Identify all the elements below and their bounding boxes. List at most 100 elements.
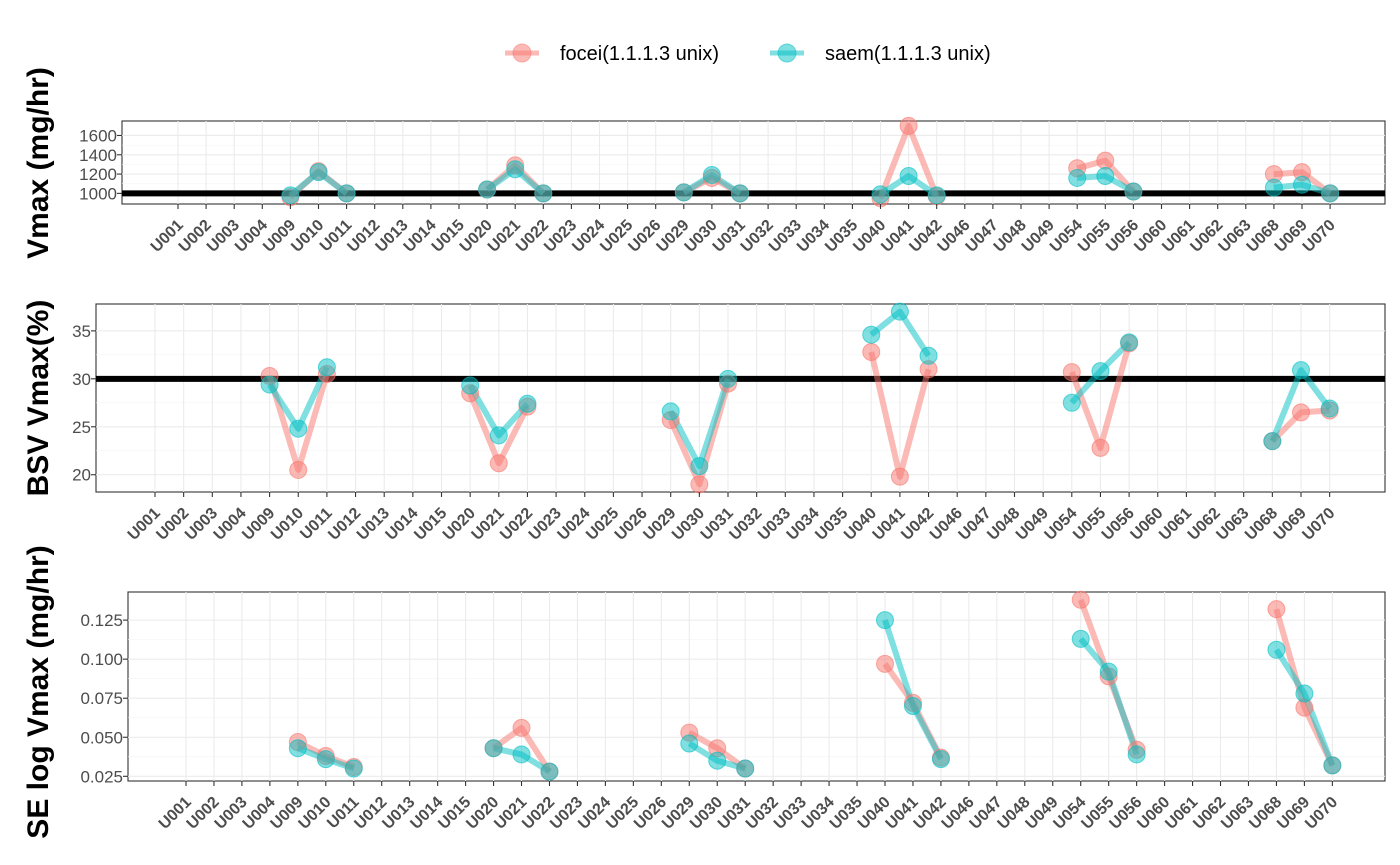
x-tick-label: U026 (612, 505, 651, 544)
data-point-saem (1099, 662, 1118, 681)
data-point-focei (1091, 438, 1110, 457)
data-point-saem (1323, 756, 1342, 775)
data-point-saem (931, 750, 950, 769)
data-point-saem (1124, 182, 1143, 201)
data-point-saem (890, 302, 909, 321)
x-tick-label: U024 (555, 505, 594, 544)
data-point-saem (1068, 168, 1087, 187)
data-point-focei (512, 718, 531, 737)
data-point-saem (919, 346, 938, 365)
chart-panel-2: 20253035U001U002U003U004U009U010U011U012… (22, 300, 1386, 544)
data-point-saem (708, 751, 727, 770)
x-tick-label: U040 (841, 505, 880, 544)
data-point-saem (862, 325, 881, 344)
data-point-saem (1127, 745, 1146, 764)
data-point-saem (731, 184, 749, 203)
data-point-focei (1267, 600, 1286, 619)
data-point-saem (1295, 684, 1314, 703)
x-tick-label: U063 (1213, 505, 1252, 544)
y-tick-label: 0.025 (80, 767, 123, 786)
x-tick-label: U060 (1128, 505, 1167, 544)
x-tick-label: U025 (583, 505, 622, 544)
y-tick-label: 35 (72, 322, 91, 341)
data-point-saem (337, 184, 356, 203)
x-tick-label: U002 (153, 505, 192, 544)
x-tick-label: U061 (1156, 505, 1195, 544)
data-point-saem (1267, 640, 1286, 659)
data-point-saem (344, 759, 363, 778)
data-point-saem (518, 394, 537, 413)
data-point-saem (674, 183, 693, 202)
x-tick-label: U070 (1300, 217, 1339, 256)
x-tick-label: U004 (211, 505, 250, 544)
data-point-saem (899, 167, 918, 186)
data-point-saem (506, 160, 525, 179)
x-tick-label: U020 (440, 505, 479, 544)
y-tick-label: 1600 (79, 126, 117, 145)
data-point-focei (489, 454, 508, 473)
data-point-saem (719, 369, 737, 388)
x-tick-label: U030 (669, 505, 708, 544)
x-tick-label: U062 (1185, 505, 1224, 544)
data-point-saem (461, 376, 480, 395)
x-tick-label: U054 (1042, 505, 1081, 544)
data-point-saem (1071, 629, 1090, 648)
data-point-saem (680, 734, 699, 753)
data-point-saem (903, 697, 922, 716)
data-point-saem (736, 759, 755, 778)
data-point-saem (690, 457, 709, 476)
y-tick-label: 20 (72, 466, 91, 485)
y-tick-label: 0.125 (80, 611, 123, 630)
x-tick-label: U022 (497, 505, 536, 544)
data-point-saem (1263, 432, 1282, 451)
x-tick-label: U010 (288, 217, 327, 256)
x-tick-label: U012 (325, 505, 364, 544)
data-point-saem (289, 419, 308, 438)
data-point-saem (1096, 167, 1115, 186)
y-axis-title: Vmax (mg/hr) (22, 67, 55, 259)
y-tick-label: 25 (72, 418, 91, 437)
legend-label: focei(1.1.1.3 unix) (560, 43, 719, 65)
x-tick-label: U021 (469, 505, 508, 544)
x-tick-label: U032 (726, 505, 765, 544)
x-tick-label: U013 (354, 505, 393, 544)
chart-panel-1: 1000120014001600U001U002U003U004U009U010… (22, 67, 1386, 259)
data-point-saem (661, 402, 680, 421)
y-tick-label: 0.050 (80, 728, 123, 747)
data-point-saem (317, 358, 336, 377)
x-tick-label: U034 (784, 505, 823, 544)
data-point-saem (309, 163, 328, 182)
plot-area (95, 303, 1386, 493)
x-tick-label: U031 (698, 505, 737, 544)
x-tick-label: U070 (1302, 794, 1341, 833)
legend-key (770, 43, 804, 63)
x-tick-label: U049 (1013, 505, 1052, 544)
plot-area (127, 591, 1386, 782)
data-point-focei (1292, 403, 1310, 422)
legend: focei(1.1.1.3 unix) saem(1.1.1.3 unix) (505, 43, 991, 65)
y-axis-title: SE log Vmax (mg/hr) (22, 545, 55, 838)
data-point-saem (1320, 399, 1339, 418)
data-point-saem (484, 739, 503, 758)
x-tick-label: U015 (411, 505, 450, 544)
legend-label: saem(1.1.1.3 unix) (825, 43, 991, 65)
x-tick-label: U003 (182, 505, 221, 544)
data-point-saem (540, 762, 559, 781)
data-point-focei (1071, 590, 1090, 609)
data-point-focei (289, 460, 308, 479)
data-point-saem (871, 185, 890, 204)
y-tick-label: 1000 (79, 184, 117, 203)
y-tick-label: 0.075 (80, 689, 123, 708)
x-tick-label: U056 (1099, 505, 1138, 544)
x-tick-label: U010 (296, 794, 335, 833)
data-point-saem (478, 180, 497, 199)
y-tick-label: 0.100 (80, 650, 123, 669)
data-point-saem (260, 375, 279, 394)
data-point-saem (702, 166, 721, 185)
data-point-saem (281, 186, 300, 205)
x-tick-label: U033 (755, 505, 794, 544)
data-point-focei (899, 116, 918, 135)
x-tick-label: U070 (1299, 505, 1338, 544)
x-tick-label: U047 (956, 505, 995, 544)
data-point-saem (1292, 361, 1310, 380)
